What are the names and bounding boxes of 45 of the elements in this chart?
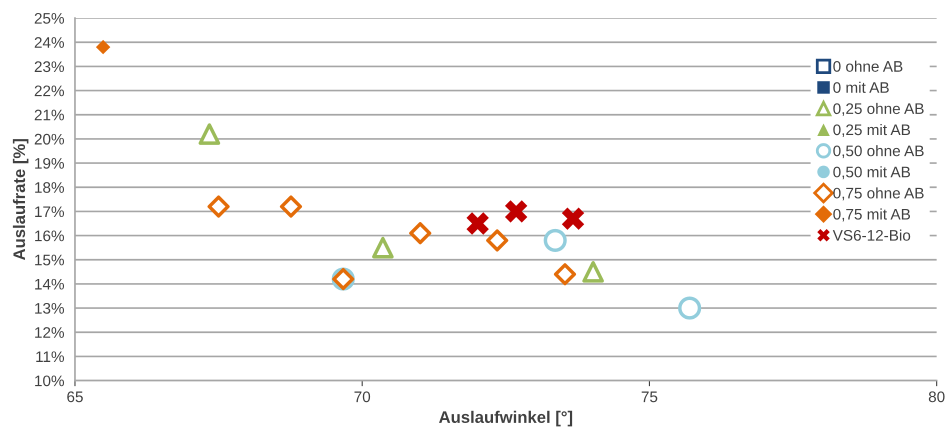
- point: [280, 196, 302, 218]
- legend-label: 0,50 mit AB: [833, 166, 910, 180]
- y-tick-label: 24%: [34, 37, 64, 48]
- legend-label: 0 mit AB: [833, 82, 889, 93]
- point: [372, 236, 394, 258]
- point: [198, 123, 220, 145]
- point: [208, 196, 230, 218]
- x-tick-label: 70: [354, 391, 370, 402]
- legend-label: 0,25 mit AB: [833, 124, 910, 137]
- y-tick-label: 25%: [34, 12, 64, 24]
- point: [544, 228, 567, 252]
- y-tick-label: 15%: [35, 254, 64, 266]
- y-tick-label: 12%: [35, 327, 64, 338]
- y-tick-label: 18%: [35, 182, 64, 193]
- y-tick-label: 20%: [34, 134, 64, 145]
- y-tick-label: 14%: [35, 278, 64, 290]
- point: [409, 222, 432, 244]
- y-tick-label: 13%: [35, 302, 64, 314]
- legend-label: 0,75 ohne AB: [833, 187, 924, 200]
- y-tick-label: 16%: [35, 230, 64, 242]
- legend-label: 0 ohne AB: [833, 60, 902, 72]
- legend-label: VS6-12-Bio: [832, 230, 910, 241]
- y-tick-label: 19%: [35, 158, 64, 169]
- legend-label: 0,25 ohne AB: [833, 102, 924, 116]
- point: [486, 229, 508, 252]
- point: [554, 263, 576, 286]
- x-axis-title: Auslaufwinkel [°]: [439, 410, 572, 426]
- x-tick-label: 65: [67, 391, 83, 402]
- y-tick-label: 11%: [36, 351, 64, 362]
- legend-label: 0,75 mit AB: [833, 208, 910, 222]
- x-tick-label: 80: [928, 391, 945, 402]
- point: [582, 261, 604, 283]
- x-tick-label: 75: [642, 392, 658, 402]
- y-tick-label: 10%: [35, 375, 64, 386]
- point: [96, 40, 110, 54]
- point: [562, 207, 584, 230]
- y-axis-title: Auslaufrate [%]: [12, 139, 28, 260]
- point: [678, 296, 702, 320]
- y-tick-label: 22%: [34, 85, 64, 96]
- point: [504, 200, 528, 223]
- y-tick-label: 23%: [34, 61, 64, 72]
- legend-label: 0,50 ohne AB: [833, 145, 924, 158]
- y-tick-label: 21%: [34, 110, 64, 120]
- point: [466, 212, 489, 235]
- y-tick-label: 17%: [35, 206, 64, 218]
